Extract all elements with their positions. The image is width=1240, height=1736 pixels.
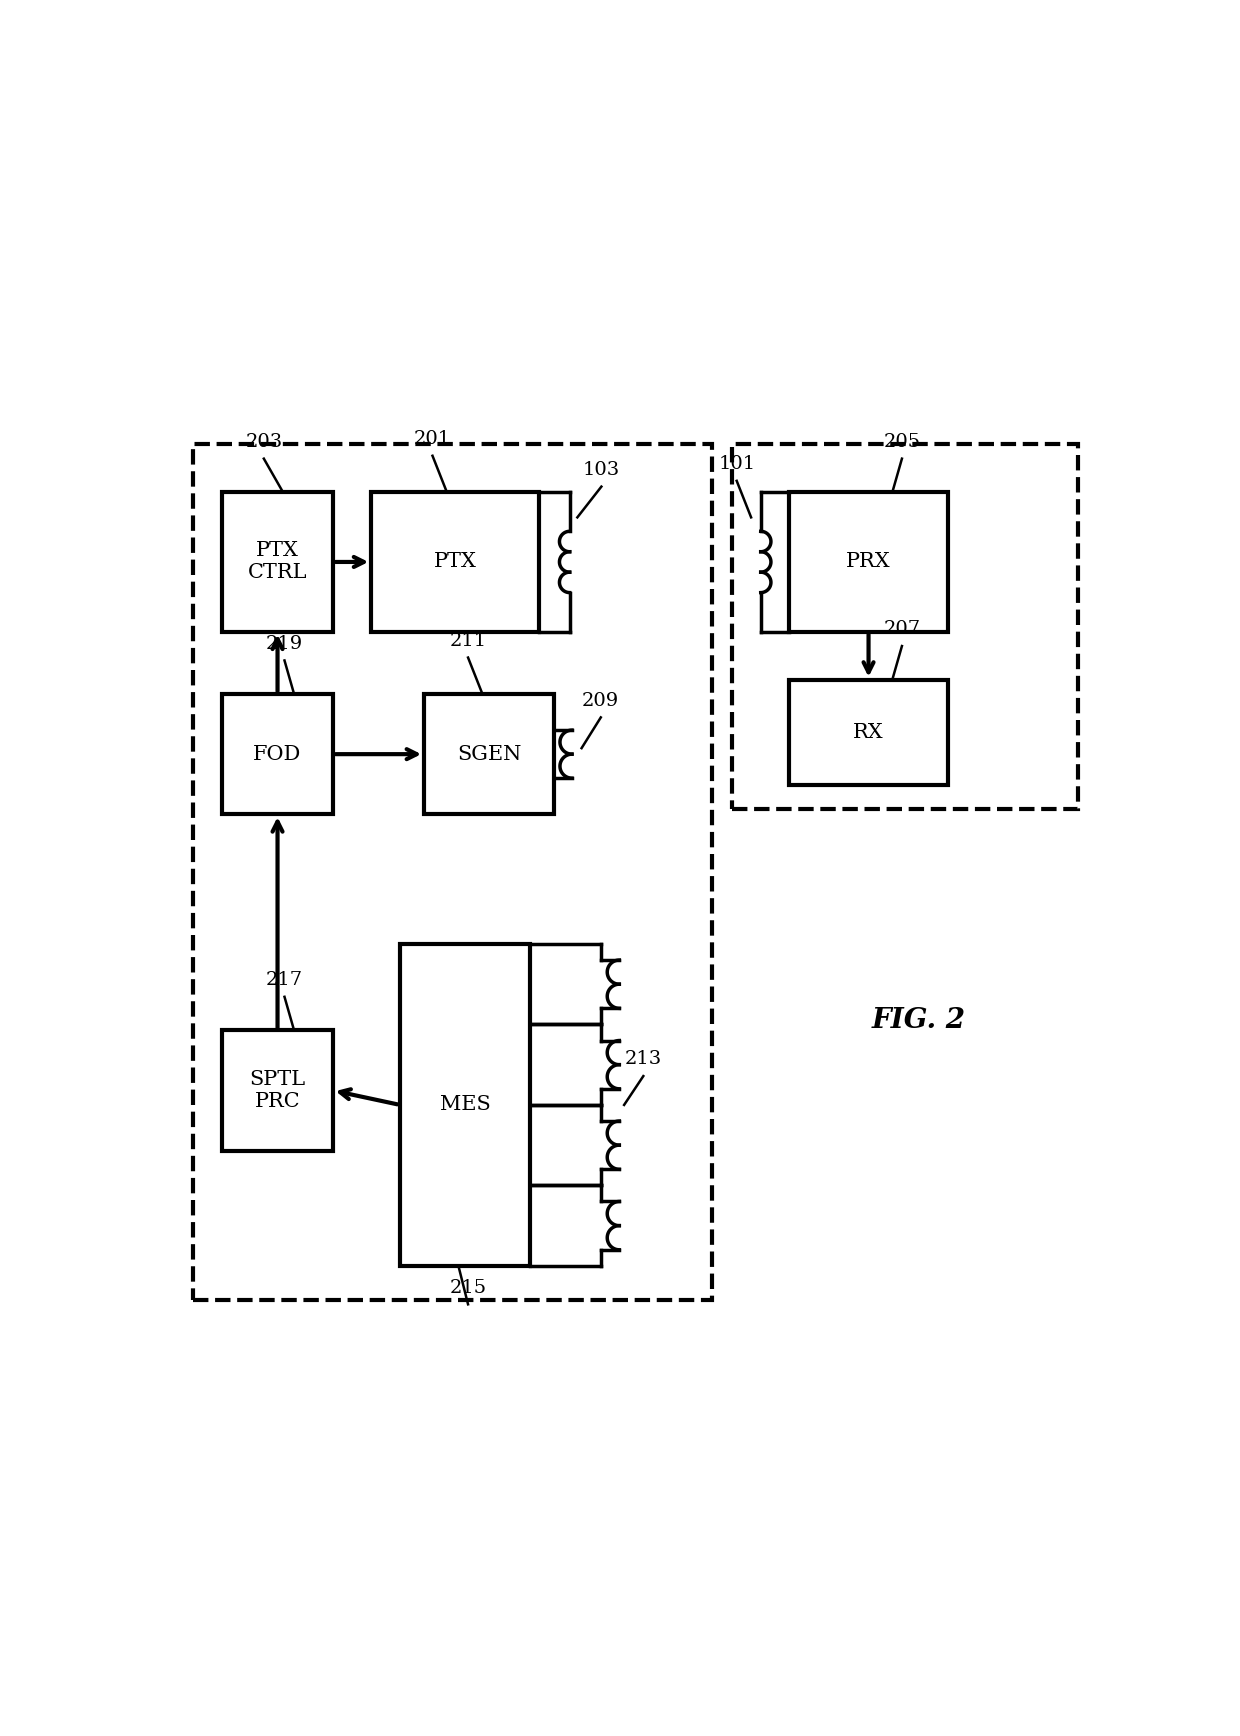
Text: 219: 219 — [265, 635, 303, 653]
Text: FOD: FOD — [253, 745, 301, 764]
Bar — [732, 444, 1078, 809]
Text: 205: 205 — [883, 432, 920, 451]
Bar — [371, 493, 539, 632]
Text: RX: RX — [853, 722, 884, 741]
Text: SPTL
PRC: SPTL PRC — [249, 1069, 305, 1111]
Text: PTX: PTX — [434, 552, 476, 571]
Text: 207: 207 — [883, 620, 920, 639]
Bar — [193, 444, 713, 1300]
Text: 213: 213 — [625, 1050, 662, 1068]
Text: 209: 209 — [583, 691, 620, 710]
Text: SGEN: SGEN — [456, 745, 521, 764]
Text: 211: 211 — [449, 632, 486, 649]
Text: 103: 103 — [583, 462, 620, 479]
Text: FIG. 2: FIG. 2 — [872, 1007, 966, 1035]
Text: PTX
CTRL: PTX CTRL — [248, 542, 308, 583]
Text: 203: 203 — [246, 432, 283, 451]
Text: MES: MES — [439, 1095, 490, 1115]
Bar — [401, 944, 529, 1266]
Bar — [222, 694, 332, 814]
Bar — [424, 694, 554, 814]
Text: 215: 215 — [449, 1279, 486, 1297]
Bar — [222, 493, 332, 632]
Bar — [789, 681, 947, 785]
Bar — [789, 493, 947, 632]
Text: 201: 201 — [414, 431, 451, 448]
Bar — [222, 1031, 332, 1151]
Text: 101: 101 — [718, 455, 755, 474]
Text: 217: 217 — [265, 970, 303, 990]
Text: PRX: PRX — [846, 552, 890, 571]
